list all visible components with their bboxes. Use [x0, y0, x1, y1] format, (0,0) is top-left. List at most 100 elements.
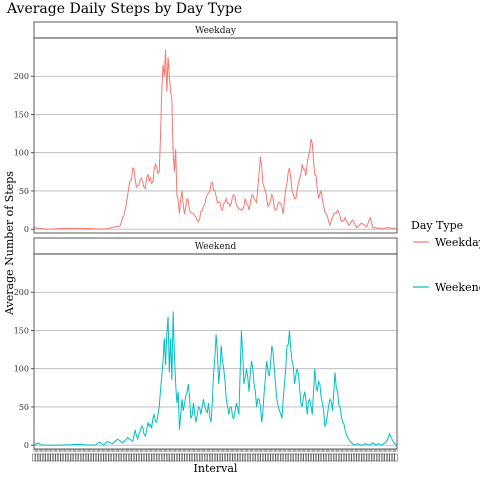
chart-title: Average Daily Steps by Day Type — [7, 1, 243, 17]
x-tick-glyph — [292, 453, 297, 462]
x-tick-glyph — [168, 453, 173, 462]
x-tick-glyph — [183, 453, 188, 462]
x-tick-glyph — [39, 453, 44, 462]
x-tick-glyph — [376, 453, 380, 462]
x-tick-glyph — [77, 453, 82, 462]
x-tick-glyph — [335, 453, 340, 462]
panel-weekend: Weekend 0 50 100 150 200 — [14, 237, 398, 450]
x-tick-glyph — [333, 453, 337, 462]
x-tick-glyph — [320, 453, 325, 462]
y-tick-label: 50 — [19, 403, 29, 412]
x-tick-glyph — [302, 453, 307, 462]
x-tick-glyph — [113, 453, 117, 462]
x-tick-glyph — [295, 453, 299, 462]
x-tick-glyph — [138, 453, 143, 462]
x-tick-glyph — [315, 453, 320, 462]
x-tick-glyph — [231, 453, 236, 462]
x-tick-glyph — [338, 453, 342, 462]
x-tick-glyph — [52, 453, 57, 462]
x-tick-glyph — [252, 453, 256, 462]
x-tick-glyph — [393, 453, 398, 462]
x-tick-glyph — [44, 453, 49, 462]
legend-label-weekend: Weekend — [435, 281, 480, 294]
x-tick-glyph — [191, 453, 196, 462]
x-tick-glyph — [340, 453, 345, 462]
x-tick-glyph — [226, 453, 231, 462]
panel-weekday: Weekday 0 50 100 150 200 — [14, 21, 398, 234]
x-tick-glyph — [214, 453, 218, 462]
x-tick-glyph — [391, 453, 396, 462]
x-tick-glyph — [201, 453, 206, 462]
x-tick-glyph — [181, 453, 186, 462]
x-tick-glyph — [57, 453, 62, 462]
x-tick-glyph — [300, 453, 304, 462]
x-tick-glyph — [239, 453, 244, 462]
y-tick-label: 100 — [14, 149, 29, 158]
x-tick-glyph — [290, 453, 294, 462]
x-tick-glyph — [65, 453, 69, 462]
x-tick-glyph — [186, 453, 191, 462]
x-tick-glyph — [206, 453, 211, 462]
x-tick-glyph — [95, 453, 100, 462]
x-tick-glyph — [130, 453, 135, 462]
legend: Day Type Weekday Weekend — [411, 219, 480, 294]
x-tick-glyph — [244, 453, 249, 462]
x-tick-glyph — [143, 453, 148, 462]
x-tick-glyph — [171, 453, 175, 462]
x-tick-glyph — [280, 453, 284, 462]
x-tick-glyph — [70, 453, 74, 462]
x-tick-glyph — [120, 453, 125, 462]
x-tick-glyph — [237, 453, 241, 462]
x-tick-glyph — [330, 453, 335, 462]
x-tick-glyph — [118, 453, 122, 462]
y-ticks-weekday: 0 50 100 150 200 — [14, 72, 34, 234]
x-tick-glyph — [115, 453, 120, 462]
y-tick-label: 0 — [24, 225, 29, 234]
x-tick-glyph — [297, 453, 302, 462]
panel-border-weekend — [33, 253, 398, 450]
x-axis-title: Interval — [194, 462, 238, 475]
x-tick-glyph — [287, 453, 292, 462]
series-line-weekend — [33, 311, 398, 446]
x-tick-glyph — [140, 453, 145, 462]
x-tick-glyph — [285, 453, 289, 462]
x-tick-glyph — [102, 453, 107, 462]
x-tick-glyph — [85, 453, 89, 462]
x-tick-glyph — [317, 453, 322, 462]
x-tick-glyph — [67, 453, 72, 462]
x-tick-glyph — [166, 453, 170, 462]
x-tick-glyph — [262, 453, 267, 462]
x-tick-glyph — [371, 453, 375, 462]
x-tick-glyph — [110, 453, 115, 462]
x-tick-glyph — [161, 453, 165, 462]
x-tick-glyph — [153, 453, 158, 462]
x-tick-glyph — [264, 453, 269, 462]
x-tick-glyph — [80, 453, 84, 462]
x-tick-glyph — [75, 453, 79, 462]
x-tick-glyph — [199, 453, 203, 462]
x-tick-glyph — [219, 453, 224, 462]
x-tick-glyph — [158, 453, 163, 462]
y-tick-label: 100 — [14, 365, 29, 374]
x-tick-glyph — [274, 453, 279, 462]
x-tick-glyph — [92, 453, 97, 462]
x-tick-glyph — [72, 453, 77, 462]
x-tick-glyph — [277, 453, 282, 462]
y-tick-label: 0 — [24, 441, 29, 450]
x-tick-glyph — [188, 453, 193, 462]
x-tick-glyph — [254, 453, 259, 462]
y-tick-label: 150 — [14, 110, 29, 119]
x-tick-glyph — [224, 453, 229, 462]
x-tick-glyph — [204, 453, 208, 462]
y-tick-label: 200 — [14, 72, 29, 81]
legend-title: Day Type — [411, 219, 463, 232]
x-tick-glyph — [267, 453, 272, 462]
x-tick-glyph — [221, 453, 226, 462]
x-tick-glyph — [257, 453, 261, 462]
x-tick-glyph — [328, 453, 332, 462]
x-tick-glyph — [156, 453, 160, 462]
x-tick-glyph — [325, 453, 330, 462]
x-tick-glyph — [194, 453, 198, 462]
x-tick-glyph — [383, 453, 388, 462]
